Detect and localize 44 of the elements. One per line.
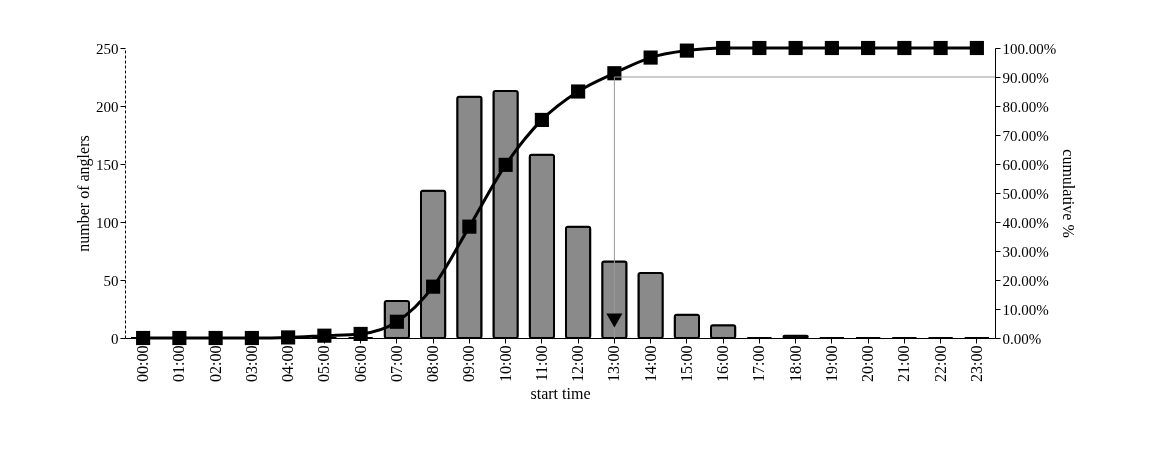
y2-tick-label: 40.00% [1002,214,1049,231]
y2-tick-label: 100.00% [1002,40,1057,57]
y2-tick-label: 50.00% [1002,185,1049,202]
y2-axis-title: cumulative % [1060,149,1078,238]
y2-tick-label: 70.00% [1002,127,1049,144]
x-tick-label: 10:00 [496,345,514,382]
x-tick-label: 02:00 [206,345,224,382]
y-tick-label: 50 [103,272,119,289]
x-tick-label: 00:00 [134,345,152,382]
x-tick-label: 05:00 [315,345,333,382]
x-tick-label: 16:00 [714,345,732,382]
x-tick-label: 21:00 [895,345,913,382]
y-tick-label: 150 [96,156,119,173]
x-tick-label: 07:00 [387,345,405,382]
x-tick-label: 18:00 [786,345,804,382]
x-tick-label: 12:00 [569,345,587,382]
x-tick-label: 13:00 [605,345,623,382]
y-tick-label: 0 [111,330,119,347]
x-tick-label: 22:00 [931,345,949,382]
x-tick-label: 01:00 [170,345,188,382]
x-tick-label: 17:00 [750,345,768,382]
y2-tick-label: 0.00% [1002,330,1042,347]
y-tick-label: 100 [96,214,119,231]
y2-tick-label: 60.00% [1002,156,1049,173]
x-tick-label: 19:00 [822,345,840,382]
x-tick-label: 09:00 [460,345,478,382]
x-axis-title: start time [530,384,591,402]
x-tick-label: 06:00 [351,345,369,382]
y2-tick-label: 30.00% [1002,243,1049,260]
y2-tick-label: 20.00% [1002,272,1049,289]
x-tick-label: 03:00 [242,345,260,382]
x-tick-label: 11:00 [532,345,550,382]
x-tick-label: 08:00 [424,345,442,382]
y-axis-title: number of anglers [75,135,93,252]
y-tick-label: 250 [96,40,119,57]
x-tick-label: 23:00 [967,345,985,382]
x-tick-label: 15:00 [677,345,695,382]
y2-tick-label: 10.00% [1002,301,1049,318]
y2-tick-label: 90.00% [1002,69,1049,86]
y-tick-label: 200 [96,98,119,115]
x-tick-label: 20:00 [859,345,877,382]
x-tick-label: 04:00 [279,345,297,382]
y2-tick-label: 80.00% [1002,98,1049,115]
x-tick-label: 14:00 [641,345,659,382]
